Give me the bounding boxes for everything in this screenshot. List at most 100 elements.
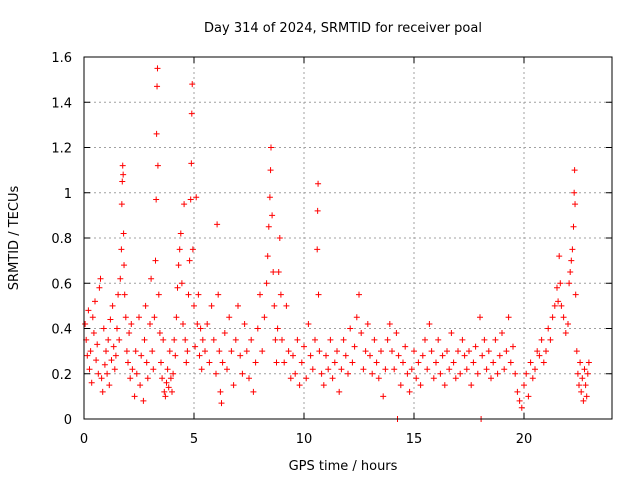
data-point	[362, 348, 369, 355]
data-point	[177, 230, 184, 237]
data-point	[298, 359, 305, 366]
data-point	[479, 352, 486, 359]
data-point	[290, 352, 296, 359]
data-point	[323, 352, 329, 359]
y-tick-label: 0.4	[51, 323, 72, 338]
data-point	[214, 221, 221, 228]
data-point	[532, 366, 538, 373]
data-point	[474, 370, 481, 377]
data-point	[162, 393, 169, 400]
data-point	[171, 336, 178, 343]
data-point	[110, 343, 117, 350]
data-point	[494, 370, 501, 377]
data-point	[287, 375, 294, 382]
data-point	[581, 366, 588, 373]
data-point	[122, 314, 129, 321]
data-point	[88, 379, 95, 386]
y-axis-label: SRMTID / TECUs	[7, 186, 22, 291]
data-point	[318, 370, 325, 377]
data-point	[505, 314, 512, 321]
data-point	[208, 302, 215, 309]
data-point	[120, 230, 127, 237]
data-point	[270, 268, 277, 275]
data-point	[123, 348, 130, 355]
data-point	[248, 336, 255, 343]
data-point	[527, 359, 534, 366]
data-point	[499, 330, 505, 337]
data-point	[151, 314, 158, 321]
data-point	[161, 388, 168, 395]
data-point	[219, 359, 226, 366]
data-point	[397, 382, 404, 389]
data-point	[144, 375, 151, 382]
data-point	[259, 348, 266, 355]
data-point	[232, 336, 239, 343]
data-point	[82, 320, 89, 327]
data-point	[292, 370, 299, 377]
data-point	[574, 370, 581, 377]
data-point	[571, 189, 578, 196]
data-point	[549, 314, 556, 321]
data-point	[84, 352, 91, 359]
data-point	[556, 253, 563, 260]
data-point	[490, 359, 497, 366]
data-point	[186, 257, 193, 264]
data-point	[199, 336, 206, 343]
data-point	[230, 382, 237, 389]
data-point	[103, 348, 109, 355]
data-point	[307, 352, 314, 359]
data-point	[296, 382, 303, 389]
data-point	[577, 359, 584, 366]
data-point	[237, 352, 244, 359]
data-point	[369, 370, 376, 377]
data-point	[181, 201, 188, 208]
grid-lines	[84, 57, 612, 419]
x-tick-label: 10	[296, 432, 313, 447]
data-point	[198, 366, 205, 373]
x-tick-label: 15	[406, 432, 423, 447]
y-tick-label: 0.2	[51, 368, 72, 383]
y-tick-label: 1.4	[51, 96, 72, 111]
data-point	[452, 375, 459, 382]
data-point	[382, 366, 389, 373]
data-point	[567, 268, 574, 275]
data-point	[573, 348, 580, 355]
data-point	[424, 366, 431, 373]
data-point	[583, 393, 590, 400]
data-point	[279, 336, 285, 343]
data-point	[439, 352, 446, 359]
data-point	[426, 320, 433, 327]
data-point	[93, 357, 100, 364]
data-point	[125, 359, 131, 366]
data-point	[269, 212, 276, 219]
data-point	[204, 320, 211, 327]
data-point	[188, 160, 195, 167]
data-point	[141, 336, 148, 343]
data-point	[277, 291, 284, 298]
data-point	[202, 348, 208, 355]
data-point	[441, 382, 448, 389]
data-point	[169, 388, 175, 395]
data-point	[127, 375, 134, 382]
data-point	[154, 83, 161, 90]
data-point	[97, 275, 104, 282]
data-point	[153, 196, 160, 203]
data-point	[501, 366, 508, 373]
data-point	[266, 194, 273, 201]
data-point	[133, 370, 140, 377]
data-point	[315, 180, 322, 187]
data-point	[210, 336, 217, 343]
data-point	[430, 375, 437, 382]
y-tick-label: 1.6	[51, 51, 72, 66]
data-point	[275, 268, 282, 275]
x-tick-label: 0	[80, 432, 88, 447]
data-point	[518, 404, 525, 411]
data-point	[314, 246, 321, 253]
data-point	[551, 302, 558, 309]
data-point	[197, 325, 204, 332]
data-point	[140, 397, 147, 404]
data-point	[149, 348, 156, 355]
data-point	[183, 359, 190, 366]
y-tick-label: 1	[64, 187, 72, 202]
